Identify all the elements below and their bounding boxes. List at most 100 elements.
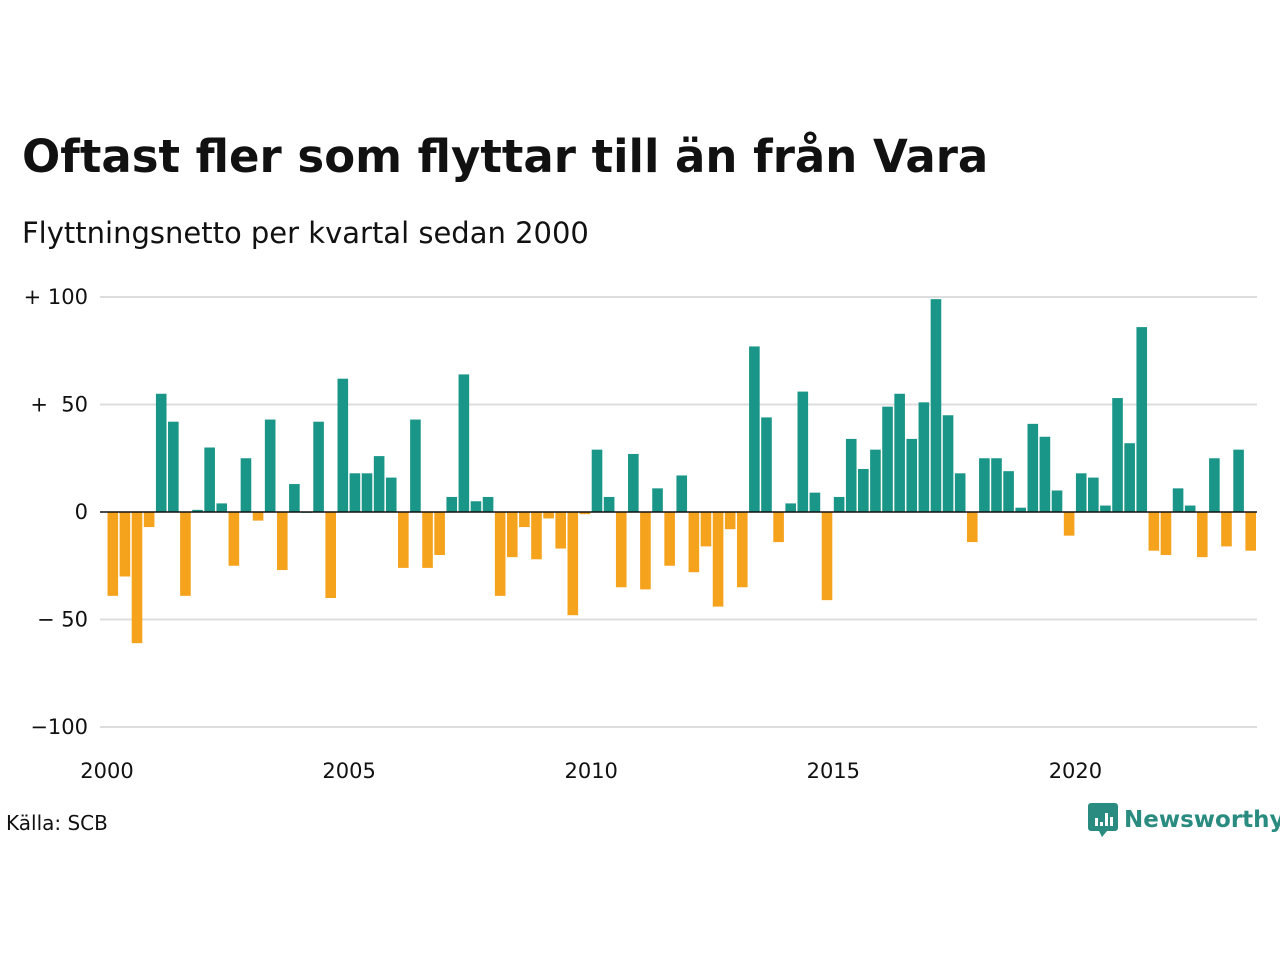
y-tick-labels: + 100 + 50 0 − 50 −100 (24, 285, 88, 739)
bar (845, 438, 857, 512)
y-tick-label: − 50 (37, 608, 88, 632)
y-tick-label: + 50 (30, 393, 88, 417)
bar (773, 512, 784, 543)
bar (1039, 436, 1051, 512)
bar (749, 346, 760, 512)
bar (155, 393, 167, 512)
bar (591, 449, 603, 512)
bar (652, 488, 663, 512)
bar (664, 512, 675, 566)
bar (809, 492, 821, 512)
bar (736, 512, 748, 588)
bar (833, 496, 845, 512)
bar (991, 458, 1002, 512)
bars (107, 299, 1256, 644)
bar (240, 458, 252, 512)
bar (1015, 507, 1026, 512)
bar (712, 512, 724, 607)
bar (1196, 512, 1208, 558)
bar (603, 496, 615, 512)
gridlines (100, 296, 1257, 728)
bar (676, 475, 688, 512)
bar (119, 512, 131, 577)
bar (1221, 512, 1232, 547)
x-tick-label: 2020 (1049, 759, 1102, 783)
bar (494, 512, 506, 596)
bar (966, 512, 978, 543)
newsworthy-logo: Newsworthy (1088, 803, 1280, 837)
x-tick-label: 2000 (80, 759, 133, 783)
bar (979, 458, 990, 512)
bar (882, 406, 893, 512)
bar (313, 421, 324, 512)
bar (1172, 488, 1184, 512)
bar (531, 512, 542, 560)
y-tick-label: 0 (75, 500, 88, 524)
logo-text: Newsworthy (1124, 807, 1280, 833)
bar (482, 496, 494, 512)
bar (349, 473, 361, 512)
bar (204, 447, 215, 512)
bar (700, 512, 712, 547)
bar (410, 419, 421, 512)
bar (1100, 505, 1111, 512)
bar (1148, 512, 1160, 551)
bar (1233, 449, 1244, 512)
bar (385, 477, 397, 512)
bar (325, 512, 336, 598)
bar (821, 512, 833, 601)
bar (1136, 327, 1148, 512)
bar (797, 391, 809, 512)
bar (1160, 512, 1172, 555)
bar (1245, 512, 1256, 551)
bar (446, 496, 458, 512)
bar (894, 393, 905, 512)
bar (264, 419, 276, 512)
bar (216, 503, 228, 512)
y-tick-label: −100 (30, 715, 88, 739)
bar (1027, 423, 1039, 512)
bar (143, 512, 155, 528)
bar (192, 509, 203, 512)
bar (918, 402, 930, 512)
bar (1075, 473, 1087, 512)
bar (567, 512, 579, 616)
bar (555, 512, 566, 549)
x-tick-label: 2005 (322, 759, 375, 783)
bar (579, 512, 591, 515)
bar (1063, 512, 1075, 536)
bar (168, 421, 179, 512)
bar (228, 512, 240, 566)
bar (954, 473, 966, 512)
bar (422, 512, 433, 568)
y-tick-label: + 100 (24, 285, 88, 309)
bar (458, 374, 470, 512)
bar (289, 484, 300, 512)
bar (361, 473, 373, 512)
bar (628, 453, 639, 512)
x-tick-labels: 2000 2005 2010 2015 2020 (80, 759, 1102, 783)
bar (1003, 471, 1014, 512)
bar (1209, 458, 1220, 512)
bar (761, 417, 772, 512)
bar (543, 512, 554, 519)
bar (519, 512, 530, 528)
bar (434, 512, 445, 555)
bar (506, 512, 518, 558)
bar (1112, 398, 1123, 512)
bar (930, 299, 942, 512)
x-tick-label: 2010 (564, 759, 617, 783)
bar (1088, 477, 1099, 512)
bar (470, 501, 482, 512)
bar-chart-speech-bubble-icon (1088, 803, 1118, 837)
bar (688, 512, 700, 573)
bar (373, 456, 385, 512)
x-tick-label: 2015 (807, 759, 860, 783)
bar (398, 512, 409, 568)
bar (870, 449, 881, 512)
bar (107, 512, 119, 596)
bar (906, 438, 918, 512)
bar (276, 512, 288, 571)
bar (615, 512, 627, 588)
bar (1124, 443, 1135, 512)
